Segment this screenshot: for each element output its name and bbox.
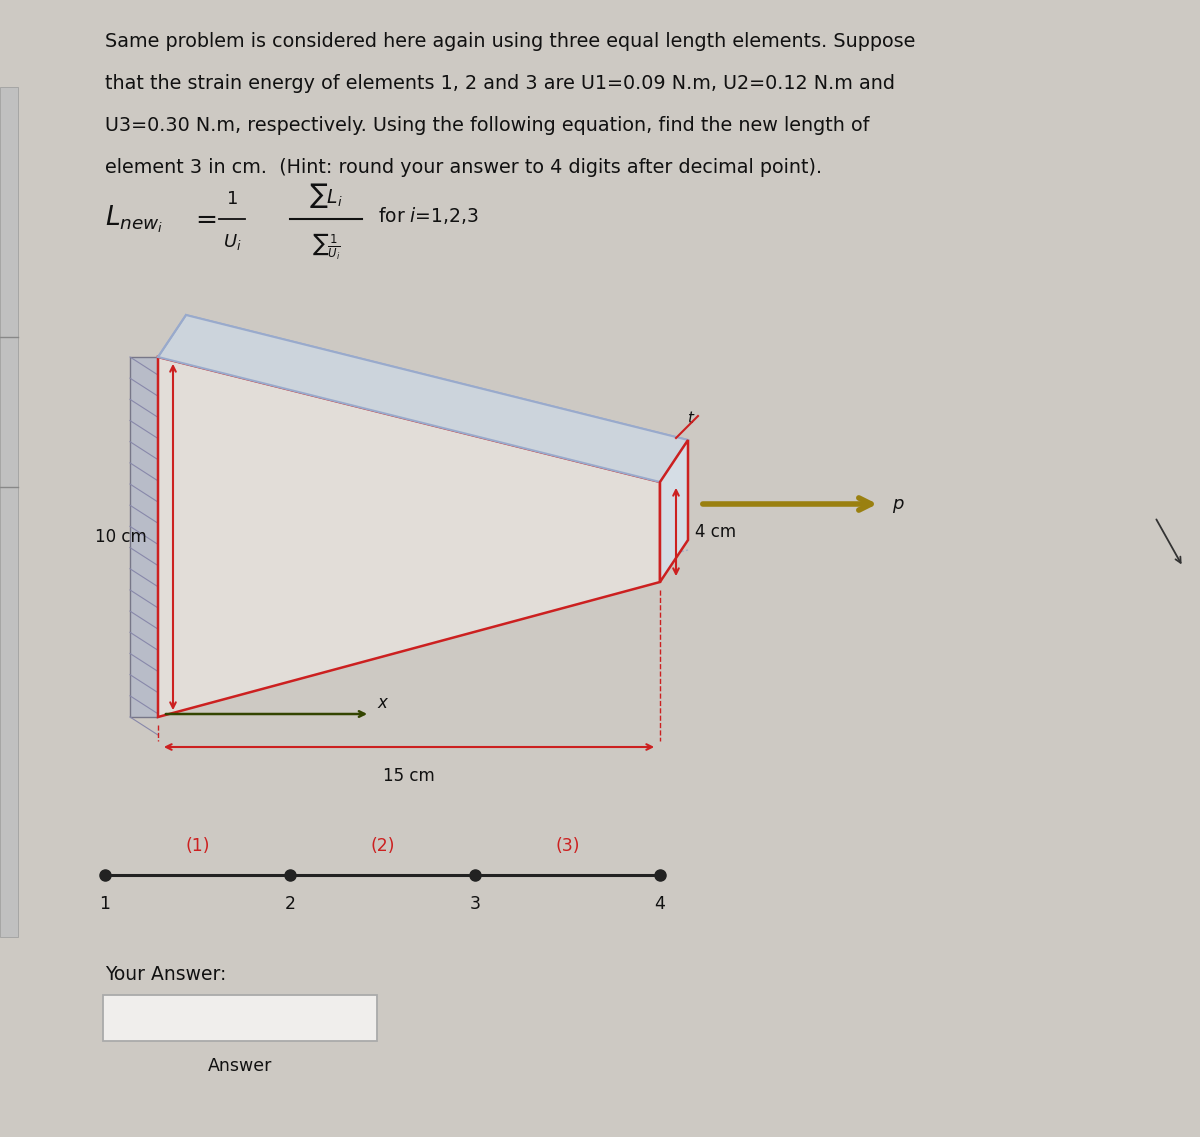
Text: (3): (3) [556, 837, 580, 855]
Polygon shape [130, 357, 158, 717]
FancyBboxPatch shape [0, 88, 18, 937]
Text: $\sum L_i$: $\sum L_i$ [310, 181, 343, 209]
Text: 10 cm: 10 cm [95, 528, 146, 546]
Polygon shape [158, 315, 688, 482]
Text: p: p [892, 495, 904, 513]
Polygon shape [660, 440, 688, 582]
Text: (2): (2) [371, 837, 395, 855]
Text: $\sum \frac{1}{U_i}$: $\sum \frac{1}{U_i}$ [312, 232, 341, 263]
Text: $1$: $1$ [226, 190, 238, 208]
Text: U3=0.30 N.m, respectively. Using the following equation, find the new length of: U3=0.30 N.m, respectively. Using the fol… [106, 116, 870, 135]
Text: 1: 1 [100, 895, 110, 913]
Text: Your Answer:: Your Answer: [106, 965, 227, 984]
Text: t: t [686, 410, 694, 426]
Text: x: x [377, 694, 386, 712]
Text: 4: 4 [654, 895, 666, 913]
Text: $=$: $=$ [190, 206, 216, 232]
Text: element 3 in cm.  (Hint: round your answer to 4 digits after decimal point).: element 3 in cm. (Hint: round your answe… [106, 158, 822, 177]
Text: Answer: Answer [208, 1057, 272, 1074]
Text: 3: 3 [469, 895, 480, 913]
Text: 4 cm: 4 cm [696, 523, 737, 541]
Text: Same problem is considered here again using three equal length elements. Suppose: Same problem is considered here again us… [106, 32, 916, 51]
Text: 2: 2 [284, 895, 295, 913]
FancyBboxPatch shape [103, 995, 377, 1041]
Text: 15 cm: 15 cm [383, 767, 434, 785]
Text: $L_{new_i}$: $L_{new_i}$ [106, 204, 163, 235]
Polygon shape [158, 357, 660, 717]
Text: that the strain energy of elements 1, 2 and 3 are U1=0.09 N.m, U2=0.12 N.m and: that the strain energy of elements 1, 2 … [106, 74, 895, 93]
Text: (1): (1) [185, 837, 210, 855]
Text: for $i$=1,2,3: for $i$=1,2,3 [378, 205, 479, 225]
Text: $U_i$: $U_i$ [223, 232, 241, 252]
